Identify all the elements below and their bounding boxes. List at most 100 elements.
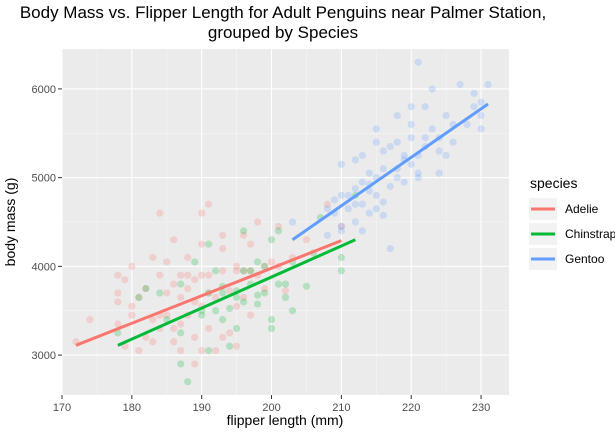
data-point-adelie (205, 271, 213, 279)
data-point-adelie (226, 329, 234, 337)
data-point-chinstrap (302, 282, 311, 290)
data-point-adelie (323, 200, 332, 208)
data-point-gentoo (379, 147, 387, 155)
data-point-chinstrap (253, 300, 262, 308)
data-point-adelie (128, 311, 136, 319)
grid-minor (62, 49, 509, 395)
data-point-chinstrap (239, 298, 248, 306)
data-point-chinstrap (177, 280, 185, 288)
legend: species Adelie Chinstrap Gentoo (529, 175, 615, 270)
data-point-adelie (212, 347, 220, 355)
data-point-gentoo (400, 178, 408, 186)
data-point-gentoo (449, 138, 457, 146)
data-point-adelie (198, 271, 206, 279)
data-point-gentoo (337, 191, 345, 199)
data-point-chinstrap (253, 258, 262, 266)
data-point-chinstrap (260, 289, 269, 297)
data-point-adelie (205, 200, 213, 208)
data-point-gentoo (344, 205, 352, 213)
chart-title-line-1: Body Mass vs. Flipper Length for Adult P… (20, 3, 546, 22)
data-point-adelie (163, 289, 171, 297)
data-point-gentoo (456, 80, 464, 89)
data-point-gentoo (484, 80, 492, 89)
data-point-adelie (114, 289, 122, 297)
data-point-adelie (177, 271, 185, 279)
data-point-chinstrap (205, 240, 213, 248)
data-point-chinstrap (233, 324, 241, 333)
data-point-adelie (149, 253, 157, 262)
data-point-adelie (219, 333, 227, 341)
data-point-adelie (233, 342, 241, 350)
x-tick-label: 230 (472, 402, 490, 414)
data-point-gentoo (351, 218, 359, 226)
data-point-chinstrap (246, 267, 255, 275)
data-point-adelie (163, 258, 171, 266)
data-point-gentoo (351, 185, 359, 193)
data-point-gentoo (477, 98, 485, 106)
data-point-adelie (163, 311, 171, 319)
data-point-adelie (274, 222, 283, 231)
data-point-gentoo (393, 174, 401, 182)
data-point-adelie (149, 338, 157, 346)
data-point-gentoo (323, 205, 332, 213)
data-point-gentoo (407, 103, 415, 111)
x-axis-title: flipper length (mm) (227, 412, 344, 428)
data-point-adelie (253, 218, 262, 226)
data-point-gentoo (386, 245, 394, 253)
x-tick-label: 180 (123, 402, 141, 414)
data-point-adelie (246, 240, 255, 248)
data-point-chinstrap (281, 293, 290, 302)
data-point-gentoo (358, 178, 366, 186)
x-tick-label: 170 (53, 402, 71, 414)
data-point-chinstrap (337, 267, 345, 275)
data-point-adelie (267, 258, 276, 266)
data-point-adelie (156, 271, 164, 279)
data-point-chinstrap (219, 315, 227, 324)
data-point-adelie (233, 302, 241, 310)
data-point-chinstrap (233, 293, 241, 302)
data-point-adelie (246, 267, 255, 275)
data-point-adelie (260, 262, 269, 270)
y-tick-label: 5000 (32, 173, 56, 185)
data-point-adelie (184, 271, 192, 279)
data-point-gentoo (379, 198, 387, 206)
data-point-adelie (198, 209, 206, 217)
data-point-adelie (114, 271, 122, 279)
data-point-adelie (191, 360, 199, 368)
data-point-gentoo (351, 156, 359, 164)
data-point-chinstrap (288, 307, 297, 315)
data-point-gentoo (288, 218, 297, 226)
trend-line-gentoo (291, 102, 489, 241)
data-point-gentoo (358, 227, 366, 235)
data-point-adelie (86, 315, 94, 324)
data-point-gentoo (407, 160, 415, 168)
x-tick-label: 210 (332, 402, 350, 414)
data-point-gentoo (379, 211, 387, 219)
data-point-adelie (239, 231, 248, 239)
data-point-gentoo (435, 169, 443, 177)
data-point-adelie (191, 276, 199, 284)
data-point-gentoo (386, 142, 394, 151)
data-point-chinstrap (212, 307, 220, 315)
data-point-gentoo (428, 85, 436, 93)
y-tick-label: 4000 (32, 261, 56, 273)
data-point-adelie (239, 267, 248, 275)
data-point-gentoo (323, 231, 332, 239)
data-point-adelie (170, 324, 178, 333)
data-point-adelie (239, 293, 248, 302)
data-point-chinstrap (267, 315, 276, 324)
data-point-adelie (114, 320, 122, 328)
data-point-gentoo (442, 151, 450, 160)
data-point-gentoo (379, 165, 387, 173)
data-point-adelie (233, 267, 241, 275)
legend-label-chinstrap: Chinstrap (565, 227, 615, 241)
y-tick-label: 6000 (32, 84, 56, 96)
data-point-adelie (233, 262, 241, 270)
data-point-chinstrap (184, 378, 192, 386)
data-point-adelie (246, 311, 255, 319)
trend-layer (75, 102, 489, 347)
data-point-gentoo (477, 125, 485, 133)
data-point-adelie (177, 347, 185, 355)
data-point-adelie (302, 236, 311, 244)
trend-line-adelie (75, 239, 342, 347)
